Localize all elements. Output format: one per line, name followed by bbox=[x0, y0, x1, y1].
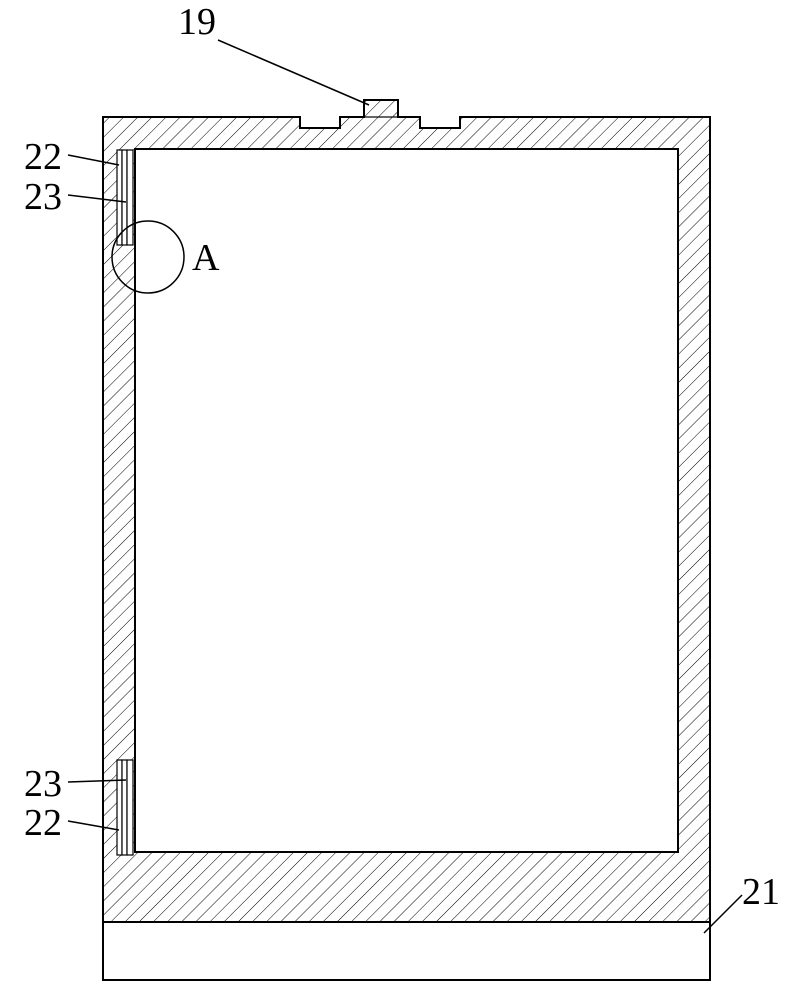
base-plate bbox=[103, 922, 710, 980]
callout-21: 21 bbox=[742, 870, 780, 914]
detail-label: A bbox=[192, 236, 219, 280]
callout-23-top: 23 bbox=[24, 175, 62, 219]
section-diagram bbox=[0, 0, 811, 1000]
leader-lines bbox=[68, 40, 742, 933]
callout-22-top: 22 bbox=[24, 135, 62, 179]
shell bbox=[103, 100, 710, 922]
callout-19: 19 bbox=[178, 0, 216, 44]
callout-23-bottom: 23 bbox=[24, 762, 62, 806]
left-insert-top bbox=[117, 150, 133, 245]
callout-22-bottom: 22 bbox=[24, 801, 62, 845]
left-insert-bottom bbox=[117, 760, 133, 855]
